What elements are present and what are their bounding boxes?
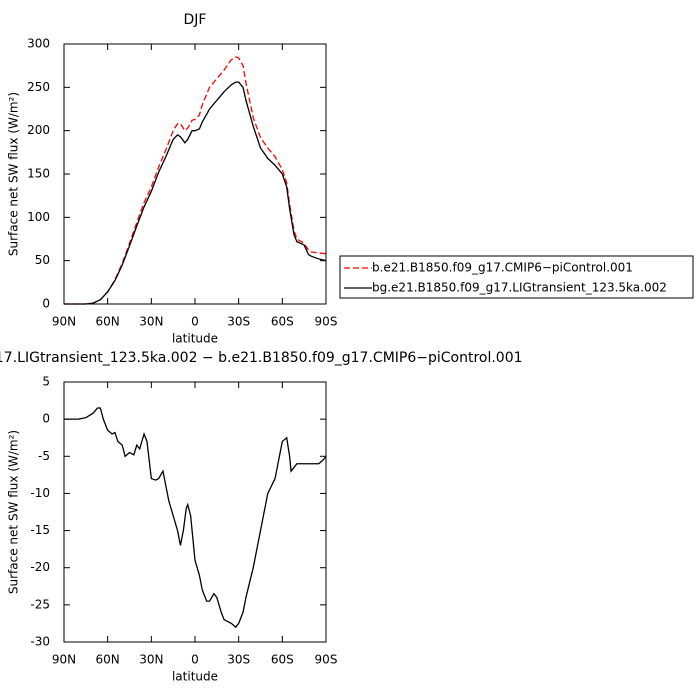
y-tick-label: 5 bbox=[42, 375, 50, 389]
y-tick-label: 200 bbox=[27, 123, 50, 137]
y-tick-label: 150 bbox=[27, 167, 50, 181]
y-tick-label: 0 bbox=[42, 297, 50, 311]
y-tick-label: -20 bbox=[30, 560, 50, 574]
x-tick-label: 30N bbox=[139, 315, 163, 329]
series-line bbox=[64, 81, 327, 305]
y-tick-label: -30 bbox=[30, 635, 50, 649]
x-tick-label: 90N bbox=[52, 653, 76, 667]
y-tick-label: -5 bbox=[38, 449, 50, 463]
x-tick-label: 30N bbox=[139, 653, 163, 667]
y-tick-label: -25 bbox=[30, 597, 50, 611]
legend-label: bg.e21.B1850.f09_g17.LIGtransient_123.5k… bbox=[372, 281, 667, 295]
legend-label: b.e21.B1850.f09_g17.CMIP6−piControl.001 bbox=[372, 261, 633, 275]
x-tick-label: 60S bbox=[271, 315, 294, 329]
y-tick-label: 250 bbox=[27, 80, 50, 94]
y-tick-label: -15 bbox=[30, 523, 50, 537]
series-line bbox=[64, 56, 327, 305]
y-axis-label: Surface net SW flux (W/m²) bbox=[7, 430, 21, 594]
x-tick-label: 0 bbox=[191, 653, 199, 667]
plot-frame bbox=[63, 381, 327, 643]
y-tick-label: -10 bbox=[30, 486, 50, 500]
x-tick-label: 30S bbox=[227, 653, 250, 667]
plot-frame bbox=[63, 43, 327, 305]
y-tick-label: 100 bbox=[27, 210, 50, 224]
x-tick-label: 0 bbox=[191, 315, 199, 329]
x-tick-label: 60N bbox=[96, 315, 120, 329]
x-tick-label: 60S bbox=[271, 653, 294, 667]
x-tick-label: 60N bbox=[96, 653, 120, 667]
legend-box bbox=[339, 255, 694, 299]
x-tick-label: 90S bbox=[315, 315, 338, 329]
x-tick-label: 90N bbox=[52, 315, 76, 329]
chart-title: DJF bbox=[184, 12, 207, 28]
x-axis-label: latitude bbox=[172, 670, 218, 684]
x-tick-label: 30S bbox=[227, 315, 250, 329]
x-tick-label: 90S bbox=[315, 653, 338, 667]
y-tick-label: 300 bbox=[27, 37, 50, 51]
y-axis-label: Surface net SW flux (W/m²) bbox=[7, 92, 21, 256]
x-axis-label: latitude bbox=[172, 332, 218, 346]
y-tick-label: 50 bbox=[35, 253, 50, 267]
series-line bbox=[64, 407, 327, 629]
chart-title: bg.e21.B1850.f09_g17.LIGtransient_123.5k… bbox=[0, 350, 523, 366]
y-tick-label: 0 bbox=[42, 412, 50, 426]
